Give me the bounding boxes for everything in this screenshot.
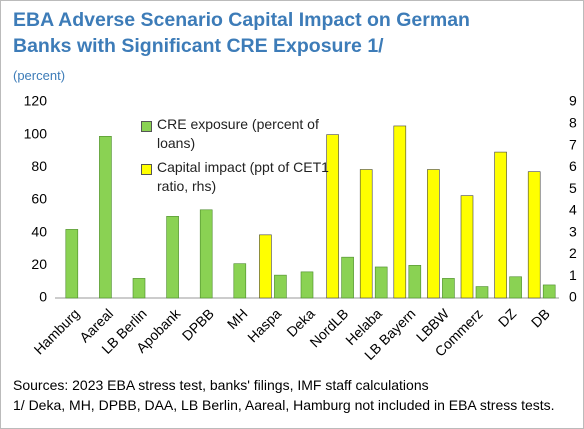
y-tick-label: 80 <box>31 158 47 174</box>
bar <box>65 229 79 299</box>
y2-tick-label: 5 <box>569 180 577 196</box>
y-tick-label: 20 <box>31 256 47 272</box>
y-tick-label: 100 <box>24 125 48 141</box>
bar <box>393 125 407 299</box>
y2-tick-label: 0 <box>569 289 577 305</box>
y-tick-label: 120 <box>24 93 48 109</box>
bar <box>460 195 474 299</box>
bar <box>132 278 146 299</box>
x-tick-label: DZ <box>495 305 520 330</box>
y2-tick-label: 4 <box>569 202 577 218</box>
bar <box>326 134 339 299</box>
bar <box>166 216 179 299</box>
y-tick-label: 40 <box>31 223 47 239</box>
bar <box>300 271 314 299</box>
bar <box>374 266 388 299</box>
chart-subtitle: (percent) <box>13 68 66 83</box>
bar <box>199 209 213 299</box>
y-tick-label: 0 <box>39 289 47 305</box>
bar <box>359 169 373 299</box>
bar <box>494 151 507 299</box>
legend-swatch <box>141 121 152 132</box>
bar <box>259 234 272 299</box>
bar <box>408 265 422 299</box>
y2-tick-label: 9 <box>569 93 577 109</box>
bar <box>542 284 556 299</box>
x-tick-label: NordLB <box>306 305 351 350</box>
bar <box>442 278 455 299</box>
x-tick-label: Haspa <box>244 305 284 345</box>
bar <box>527 171 541 299</box>
note: Sources: 2023 EBA stress test, banks' fi… <box>13 377 429 393</box>
legend-swatch <box>141 164 152 175</box>
notes: Sources: 2023 EBA stress test, banks' fi… <box>13 375 578 415</box>
note: 1/ Deka, MH, DPBB, DAA, LB Berlin, Aarea… <box>13 397 555 413</box>
y2-tick-label: 3 <box>569 223 577 239</box>
bar <box>99 136 112 299</box>
y2-tick-label: 1 <box>569 267 577 283</box>
bar <box>341 256 354 299</box>
y2-tick-label: 2 <box>569 245 577 261</box>
bar <box>427 169 440 299</box>
x-tick-label: MH <box>224 305 251 332</box>
bar <box>509 276 522 299</box>
y-tick-label: 60 <box>31 191 47 207</box>
bar <box>475 286 489 299</box>
x-tick-label: DB <box>528 305 553 330</box>
y2-tick-label: 8 <box>569 114 577 130</box>
bar <box>233 263 247 299</box>
y2-tick-label: 7 <box>569 136 577 152</box>
bar <box>274 274 287 299</box>
chart-title: EBA Adverse Scenario Capital Impact on G… <box>13 9 470 57</box>
y2-tick-label: 6 <box>569 158 577 174</box>
legend-label: CRE exposure (percent of loans) <box>157 116 319 151</box>
x-tick-label: Hamburg <box>31 305 83 357</box>
x-tick-label: DPBB <box>179 305 217 343</box>
legend-label: Capital impact (ppt of CET1 ratio, rhs) <box>157 159 329 194</box>
